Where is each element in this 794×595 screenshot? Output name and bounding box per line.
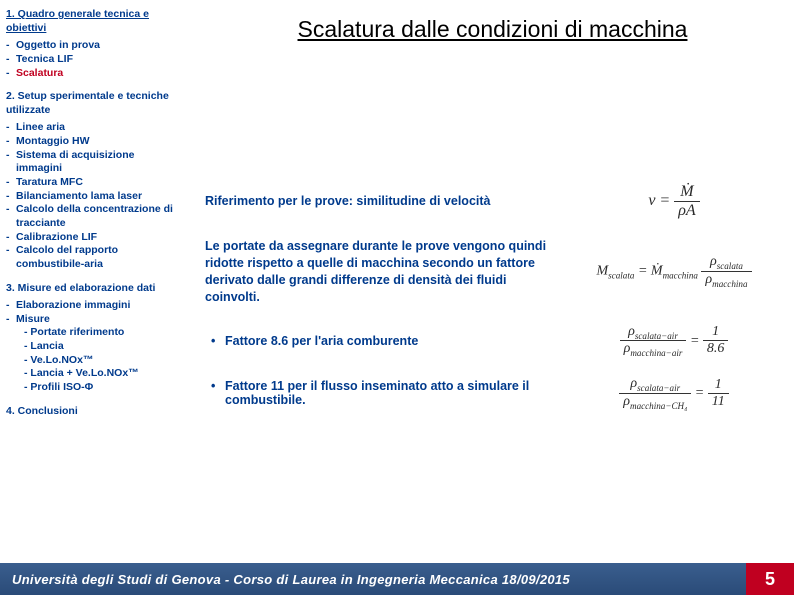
outline-nested: - Portate riferimento: [16, 326, 179, 340]
outline-sec2-list: Linee aria Montaggio HW Sistema di acqui…: [6, 121, 179, 271]
outline-sec3-head: 3. Misure ed elaborazione dati: [6, 282, 179, 296]
intro-text-2: Le portate da assegnare durante le prove…: [205, 238, 550, 306]
formula-air-ratio: ρscalata−air ρmacchina−air = 1 8.6: [568, 324, 780, 359]
formula-mass-scaled: Mscalata = Ṁmacchina ρscalata ρmacchina: [568, 254, 780, 289]
outline-item: Montaggio HW: [6, 135, 179, 149]
sidebar-outline: 1. Quadro generale tecnica e obiettivi O…: [0, 0, 185, 560]
outline-sec1-list: Oggetto in prova Tecnica LIF Scalatura: [6, 39, 179, 80]
content-row-2: Le portate da assegnare durante le prove…: [205, 238, 780, 306]
content-bullet-2: Fattore 11 per il flusso inseminato atto…: [205, 376, 780, 411]
outline-item: Calcolo del rapporto combustibile-aria: [6, 244, 179, 271]
content-bullet-1: Fattore 8.6 per l'aria comburente ρscala…: [205, 324, 780, 359]
outline-item: Calcolo della concentrazione di traccian…: [6, 203, 179, 230]
intro-text-1: Riferimento per le prove: similitudine d…: [205, 193, 550, 210]
outline-sec2-head: 2. Setup sperimentale e tecniche utilizz…: [6, 90, 179, 117]
outline-nested: - Ve.Lo.NOx™: [16, 354, 179, 368]
outline-sec4-head: 4. Conclusioni: [6, 405, 179, 419]
outline-item: Misure - Portate riferimento - Lancia - …: [6, 313, 179, 395]
slide-footer: Università degli Studi di Genova - Corso…: [0, 563, 794, 595]
outline-nested: - Lancia + Ve.Lo.NOx™: [16, 367, 179, 381]
page-number: 5: [746, 563, 794, 595]
outline-sec3-list: Elaborazione immagini Misure - Portate r…: [6, 299, 179, 394]
outline-item-current: Scalatura: [6, 67, 179, 81]
outline-item: Calibrazione LIF: [6, 231, 179, 245]
outline-item: Bilanciamento lama laser: [6, 190, 179, 204]
outline-item: Sistema di acquisizione immagini: [6, 149, 179, 176]
formula-velocity: v = ṀρA: [568, 183, 780, 220]
footer-text: Università degli Studi di Genova - Corso…: [0, 572, 570, 587]
outline-item: Linee aria: [6, 121, 179, 135]
outline-nested: - Lancia: [16, 340, 179, 354]
outline-item: Elaborazione immagini: [6, 299, 179, 313]
bullet-text-2: Fattore 11 per il flusso inseminato atto…: [205, 379, 550, 407]
page-title: Scalatura dalle condizioni di macchina: [205, 16, 780, 43]
outline-item: Oggetto in prova: [6, 39, 179, 53]
content-row-1: Riferimento per le prove: similitudine d…: [205, 183, 780, 220]
outline-item: Taratura MFC: [6, 176, 179, 190]
outline-item: Tecnica LIF: [6, 53, 179, 67]
outline-nested: - Profili ISO-Φ: [16, 381, 179, 395]
bullet-text-1: Fattore 8.6 per l'aria comburente: [205, 334, 550, 348]
main-content: Scalatura dalle condizioni di macchina R…: [195, 0, 790, 560]
outline-sec1-head: 1. Quadro generale tecnica e obiettivi: [6, 8, 179, 35]
formula-fuel-ratio: ρscalata−air ρmacchina−CH₄ = 1 11: [568, 376, 780, 411]
